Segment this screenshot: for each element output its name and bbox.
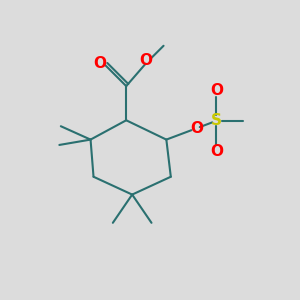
Text: O: O — [139, 52, 152, 68]
Text: O: O — [210, 83, 223, 98]
Text: O: O — [210, 144, 223, 159]
Text: O: O — [190, 121, 203, 136]
Text: O: O — [93, 56, 106, 71]
Text: S: S — [211, 113, 222, 128]
